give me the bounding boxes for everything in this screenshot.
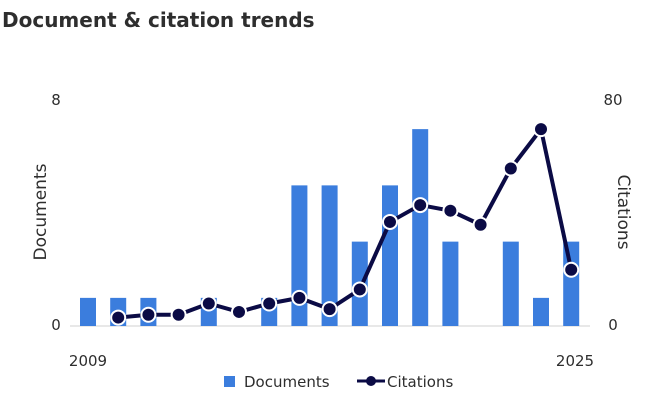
legend-label-citations: Citations — [387, 373, 453, 391]
point-citations-2023 — [502, 160, 519, 177]
legend-item-documents: Documents — [224, 373, 330, 391]
bar-documents-2016 — [291, 185, 308, 326]
bar-documents-2021 — [442, 241, 459, 326]
point-citations-2012 — [170, 306, 187, 323]
legend-label-documents: Documents — [244, 373, 330, 391]
y-right-tick-min: 0 — [608, 316, 618, 334]
legend-item-citations: Citations — [357, 373, 453, 391]
y-right-tick-max: 80 — [603, 91, 622, 109]
point-citations-2011 — [140, 306, 157, 323]
point-citations-2021 — [442, 202, 459, 219]
point-citations-2013 — [200, 295, 217, 312]
point-citations-2018 — [351, 281, 368, 298]
y-left-tick-min: 0 — [51, 316, 61, 334]
x-tick-last: 2025 — [556, 352, 594, 370]
legend-swatch-documents — [224, 376, 235, 387]
bar-documents-2023 — [502, 241, 519, 326]
bar-documents-2019 — [382, 185, 398, 326]
y-left-axis-title: Documents — [31, 163, 51, 260]
y-right-axis-title: Citations — [613, 174, 633, 249]
y-left-tick-max: 8 — [51, 91, 61, 109]
bar-documents-2009 — [80, 297, 96, 326]
point-citations-2017 — [321, 301, 338, 318]
bar-documents-2017 — [321, 185, 338, 326]
bar-documents-2025 — [563, 241, 580, 326]
citations-line — [118, 127, 574, 320]
point-citations-2010 — [110, 309, 127, 326]
chart-title: Document & citation trends — [2, 8, 315, 32]
point-citations-2024 — [533, 121, 549, 138]
point-citations-2014 — [231, 303, 247, 320]
point-citations-2025 — [563, 261, 580, 278]
x-tick-first: 2009 — [69, 352, 107, 370]
point-citations-2016 — [291, 289, 308, 306]
point-citations-2020 — [412, 197, 429, 214]
legend-swatch-citations-marker — [366, 376, 376, 386]
bar-documents-2024 — [533, 297, 549, 326]
point-citations-2015 — [261, 295, 278, 312]
bar-documents-2020 — [412, 129, 429, 326]
point-citations-2022 — [472, 216, 489, 233]
point-citations-2019 — [382, 213, 398, 230]
